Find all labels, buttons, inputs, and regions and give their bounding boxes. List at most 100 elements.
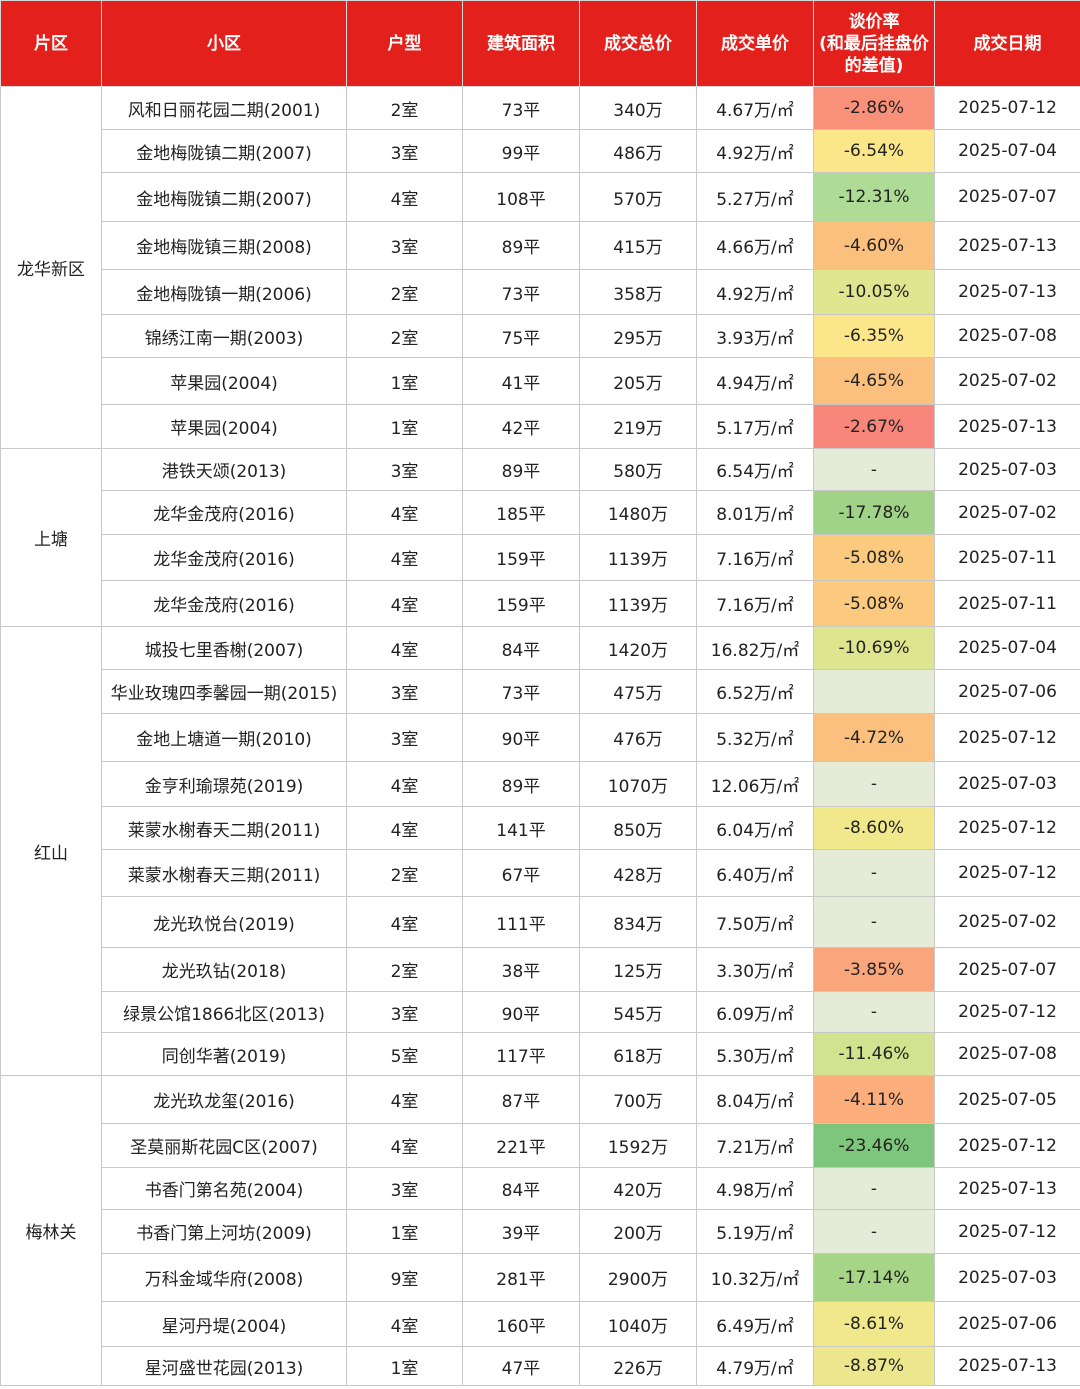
layout-cell: 4室 — [346, 806, 463, 850]
area-cell: 41平 — [462, 357, 580, 405]
table-row: 金地梅陇镇二期(2007) 3室 99平 486万 4.92万/㎡ -6.54% 2025-… — [1, 129, 1080, 173]
total-price-cell: 580万 — [579, 448, 697, 491]
district-cell: 梅林关 — [0, 1075, 102, 1386]
unit-price-cell: 4.98万/㎡ — [696, 1167, 814, 1210]
deal-date-cell: 2025-07-03 — [934, 448, 1080, 491]
negotiation-rate-cell: - — [813, 761, 935, 807]
layout-cell: 1室 — [346, 1346, 463, 1386]
unit-price-cell: 6.54万/㎡ — [696, 448, 814, 491]
total-price-cell: 219万 — [579, 404, 697, 449]
area-cell: 84平 — [462, 1167, 580, 1210]
community-cell: 书香门第上河坊(2009) — [101, 1209, 347, 1254]
negotiation-rate-cell — [813, 669, 935, 714]
community-cell: 同创华著(2019) — [101, 1032, 347, 1076]
deal-date-cell: 2025-07-04 — [934, 129, 1080, 173]
unit-price-cell: 6.40万/㎡ — [696, 849, 814, 897]
table-row: 星河盛世花园(2013) 1室 47平 226万 4.79万/㎡ -8.87% 2025-0… — [1, 1346, 1080, 1386]
negotiation-rate-cell: -11.46% — [813, 1032, 935, 1076]
total-price-cell: 1480万 — [579, 490, 697, 535]
deal-date-cell: 2025-07-11 — [934, 580, 1080, 627]
area-cell: 67平 — [462, 849, 580, 897]
community-cell: 龙华金茂府(2016) — [101, 490, 347, 535]
header-date: 成交日期 — [934, 0, 1080, 87]
total-price-cell: 200万 — [579, 1209, 697, 1254]
negotiation-rate-cell: - — [813, 448, 935, 491]
unit-price-cell: 7.21万/㎡ — [696, 1123, 814, 1168]
deal-date-cell: 2025-07-05 — [934, 1075, 1080, 1124]
deal-date-cell: 2025-07-07 — [934, 947, 1080, 992]
table-row: 金地梅陇镇二期(2007) 4室 108平 570万 5.27万/㎡ -12.31% 202… — [1, 172, 1080, 222]
area-cell: 73平 — [462, 86, 580, 130]
unit-price-cell: 5.19万/㎡ — [696, 1209, 814, 1254]
negotiation-rate-cell: -4.72% — [813, 713, 935, 762]
total-price-cell: 340万 — [579, 86, 697, 130]
unit-price-cell: 3.30万/㎡ — [696, 947, 814, 992]
deal-date-cell: 2025-07-13 — [934, 1346, 1080, 1386]
area-cell: 90平 — [462, 991, 580, 1033]
deal-date-cell: 2025-07-12 — [934, 806, 1080, 850]
area-cell: 90平 — [462, 713, 580, 762]
negotiation-rate-cell: -10.05% — [813, 269, 935, 315]
unit-price-cell: 6.04万/㎡ — [696, 806, 814, 850]
layout-cell: 4室 — [346, 896, 463, 948]
unit-price-cell: 4.94万/㎡ — [696, 357, 814, 405]
layout-cell: 4室 — [346, 172, 463, 222]
unit-price-cell: 4.92万/㎡ — [696, 269, 814, 315]
community-cell: 绿景公馆1866北区(2013) — [101, 991, 347, 1033]
table-row: 苹果园(2004) 1室 41平 205万 4.94万/㎡ -4.65% 2025-07-0… — [1, 357, 1080, 405]
community-cell: 书香门第名苑(2004) — [101, 1167, 347, 1210]
negotiation-rate-cell: -17.78% — [813, 490, 935, 535]
deal-date-cell: 2025-07-03 — [934, 761, 1080, 807]
table-row: 金地梅陇镇一期(2006) 2室 73平 358万 4.92万/㎡ -10.05% 2025… — [1, 269, 1080, 315]
total-price-cell: 415万 — [579, 221, 697, 270]
layout-cell: 4室 — [346, 580, 463, 627]
area-cell: 141平 — [462, 806, 580, 850]
area-cell: 99平 — [462, 129, 580, 173]
area-cell: 159平 — [462, 580, 580, 627]
unit-price-cell: 8.01万/㎡ — [696, 490, 814, 535]
layout-cell: 4室 — [346, 1075, 463, 1124]
area-cell: 73平 — [462, 269, 580, 315]
negotiation-rate-cell: -8.60% — [813, 806, 935, 850]
table-row: 红山 城投七里香榭(2007) 4室 84平 1420万 16.82万/㎡ -10.69% 2… — [0, 626, 1080, 1076]
table-row: 圣莫丽斯花园C区(2007) 4室 221平 1592万 7.21万/㎡ -23.46% 2… — [1, 1123, 1080, 1168]
deal-date-cell: 2025-07-12 — [934, 849, 1080, 897]
unit-price-cell: 4.66万/㎡ — [696, 221, 814, 270]
total-price-cell: 125万 — [579, 947, 697, 992]
unit-price-cell: 10.32万/㎡ — [696, 1253, 814, 1302]
layout-cell: 1室 — [346, 357, 463, 405]
table-row: 锦绣江南一期(2003) 2室 75平 295万 3.93万/㎡ -6.35% 2025-0… — [1, 314, 1080, 358]
unit-price-cell: 3.93万/㎡ — [696, 314, 814, 358]
table-row: 上塘 港铁天颂(2013) 3室 89平 580万 6.54万/㎡ -2025-07-03 — [0, 448, 1080, 627]
community-cell: 苹果园(2004) — [101, 404, 347, 449]
total-price-cell: 834万 — [579, 896, 697, 948]
table-row: 绿景公馆1866北区(2013) 3室 90平 545万 6.09万/㎡ -2025-07… — [1, 991, 1080, 1033]
negotiation-rate-cell: -8.87% — [813, 1346, 935, 1386]
area-cell: 87平 — [462, 1075, 580, 1124]
unit-price-cell: 7.50万/㎡ — [696, 896, 814, 948]
deal-date-cell: 2025-07-08 — [934, 314, 1080, 358]
deal-date-cell: 2025-07-06 — [934, 669, 1080, 714]
negotiation-rate-cell: -10.69% — [813, 626, 935, 670]
deal-date-cell: 2025-07-13 — [934, 221, 1080, 270]
community-cell: 龙光玖钻(2018) — [101, 947, 347, 992]
deal-date-cell: 2025-07-07 — [934, 172, 1080, 222]
unit-price-cell: 12.06万/㎡ — [696, 761, 814, 807]
layout-cell: 3室 — [346, 713, 463, 762]
district-cell: 龙华新区 — [0, 86, 102, 449]
layout-cell: 4室 — [346, 761, 463, 807]
area-cell: 42平 — [462, 404, 580, 449]
layout-cell: 4室 — [346, 1301, 463, 1347]
total-price-cell: 1139万 — [579, 534, 697, 581]
deal-date-cell: 2025-07-13 — [934, 1167, 1080, 1210]
deal-date-cell: 2025-07-04 — [934, 626, 1080, 670]
area-cell: 117平 — [462, 1032, 580, 1076]
layout-cell: 9室 — [346, 1253, 463, 1302]
layout-cell: 3室 — [346, 448, 463, 491]
community-cell: 金地梅陇镇三期(2008) — [101, 221, 347, 270]
header-unit: 成交单价 — [696, 0, 814, 87]
area-cell: 38平 — [462, 947, 580, 992]
total-price-cell: 420万 — [579, 1167, 697, 1210]
area-cell: 89平 — [462, 761, 580, 807]
